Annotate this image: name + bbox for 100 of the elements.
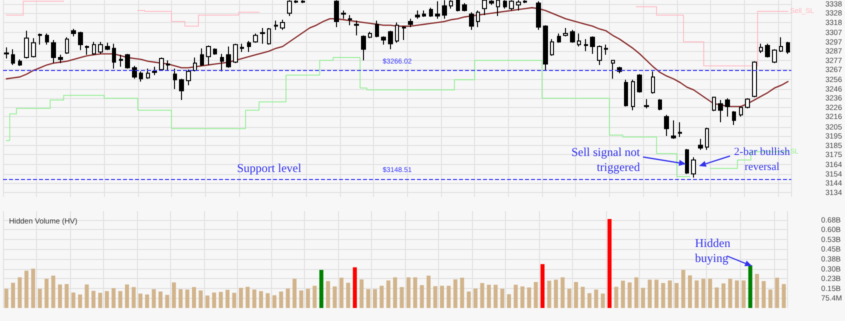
candlestick xyxy=(489,0,494,6)
candlestick xyxy=(31,38,36,58)
bar xyxy=(594,290,598,308)
candlestick xyxy=(173,68,177,90)
candlestick xyxy=(381,36,386,46)
bar xyxy=(145,294,150,308)
candlestick xyxy=(65,36,69,54)
candlestick xyxy=(375,20,379,38)
bar xyxy=(366,289,370,308)
bar xyxy=(372,289,377,308)
bar xyxy=(232,292,236,308)
bar xyxy=(198,290,203,308)
bar xyxy=(721,283,726,308)
bar xyxy=(474,288,478,308)
candlestick xyxy=(274,20,278,30)
candlestick xyxy=(671,120,676,140)
candlestick xyxy=(435,0,440,20)
bar xyxy=(688,275,692,308)
candlestick xyxy=(402,26,406,41)
bar xyxy=(212,292,216,308)
bar xyxy=(319,270,324,308)
bar xyxy=(728,278,732,308)
bar xyxy=(486,284,491,308)
candlestick xyxy=(718,100,723,123)
bar xyxy=(259,291,264,308)
candlestick xyxy=(516,0,521,11)
bar xyxy=(567,288,572,308)
candlestick xyxy=(287,0,292,17)
candlestick xyxy=(462,2,467,12)
candlestick xyxy=(611,60,615,80)
bar xyxy=(433,286,438,308)
bar xyxy=(44,278,49,308)
bar xyxy=(762,281,766,308)
candlestick xyxy=(456,0,460,12)
bar xyxy=(4,288,8,308)
candlestick xyxy=(712,96,716,112)
bar xyxy=(380,286,384,308)
bar xyxy=(446,286,451,308)
bar xyxy=(547,280,552,308)
candlestick xyxy=(732,110,736,126)
bar xyxy=(138,294,142,308)
candlestick xyxy=(146,68,150,80)
bar xyxy=(386,280,390,308)
bar xyxy=(31,268,36,308)
bar xyxy=(98,292,102,308)
candlestick xyxy=(637,74,642,94)
bar xyxy=(124,284,129,308)
candlestick xyxy=(213,48,217,56)
candlestick xyxy=(759,43,763,54)
candlestick xyxy=(179,78,184,101)
bar xyxy=(694,280,699,308)
candlestick xyxy=(496,0,500,17)
candlestick xyxy=(415,10,420,20)
bar xyxy=(681,270,686,308)
candlestick xyxy=(557,33,561,44)
bar xyxy=(654,280,658,308)
candlestick xyxy=(429,7,433,18)
bar xyxy=(406,277,410,308)
bar xyxy=(266,293,270,308)
bar xyxy=(641,288,646,308)
bar xyxy=(78,294,82,308)
candlestick xyxy=(604,44,608,56)
candlestick xyxy=(449,0,453,10)
candlestick xyxy=(11,48,15,66)
bar xyxy=(192,287,196,308)
bar xyxy=(648,280,652,308)
bar xyxy=(440,286,444,308)
bar xyxy=(238,288,243,308)
bar xyxy=(480,283,484,308)
candlestick xyxy=(725,98,730,118)
candlestick xyxy=(745,98,750,109)
candlestick xyxy=(408,18,413,28)
bar xyxy=(714,287,719,308)
candlestick xyxy=(624,79,628,107)
candlestick xyxy=(590,36,595,54)
bar xyxy=(84,284,89,308)
bar xyxy=(540,264,545,308)
annotation: Support level xyxy=(237,161,302,176)
candlestick xyxy=(422,10,426,18)
bar xyxy=(71,292,76,308)
candlestick xyxy=(482,0,487,16)
bar xyxy=(58,284,62,308)
candlestick xyxy=(348,14,352,26)
candlestick xyxy=(334,0,339,28)
bar xyxy=(500,288,504,308)
candlestick xyxy=(631,79,635,111)
bar xyxy=(708,278,712,308)
bar xyxy=(534,282,538,308)
bar xyxy=(11,282,16,308)
bar xyxy=(165,294,170,308)
candlestick xyxy=(772,48,777,64)
bar xyxy=(172,282,176,308)
bar xyxy=(205,296,210,308)
bar xyxy=(299,290,304,308)
bar xyxy=(466,291,471,308)
candlestick xyxy=(226,46,231,68)
bar xyxy=(332,286,337,308)
candlestick xyxy=(765,43,770,58)
bar xyxy=(185,290,190,308)
bar xyxy=(742,280,746,308)
